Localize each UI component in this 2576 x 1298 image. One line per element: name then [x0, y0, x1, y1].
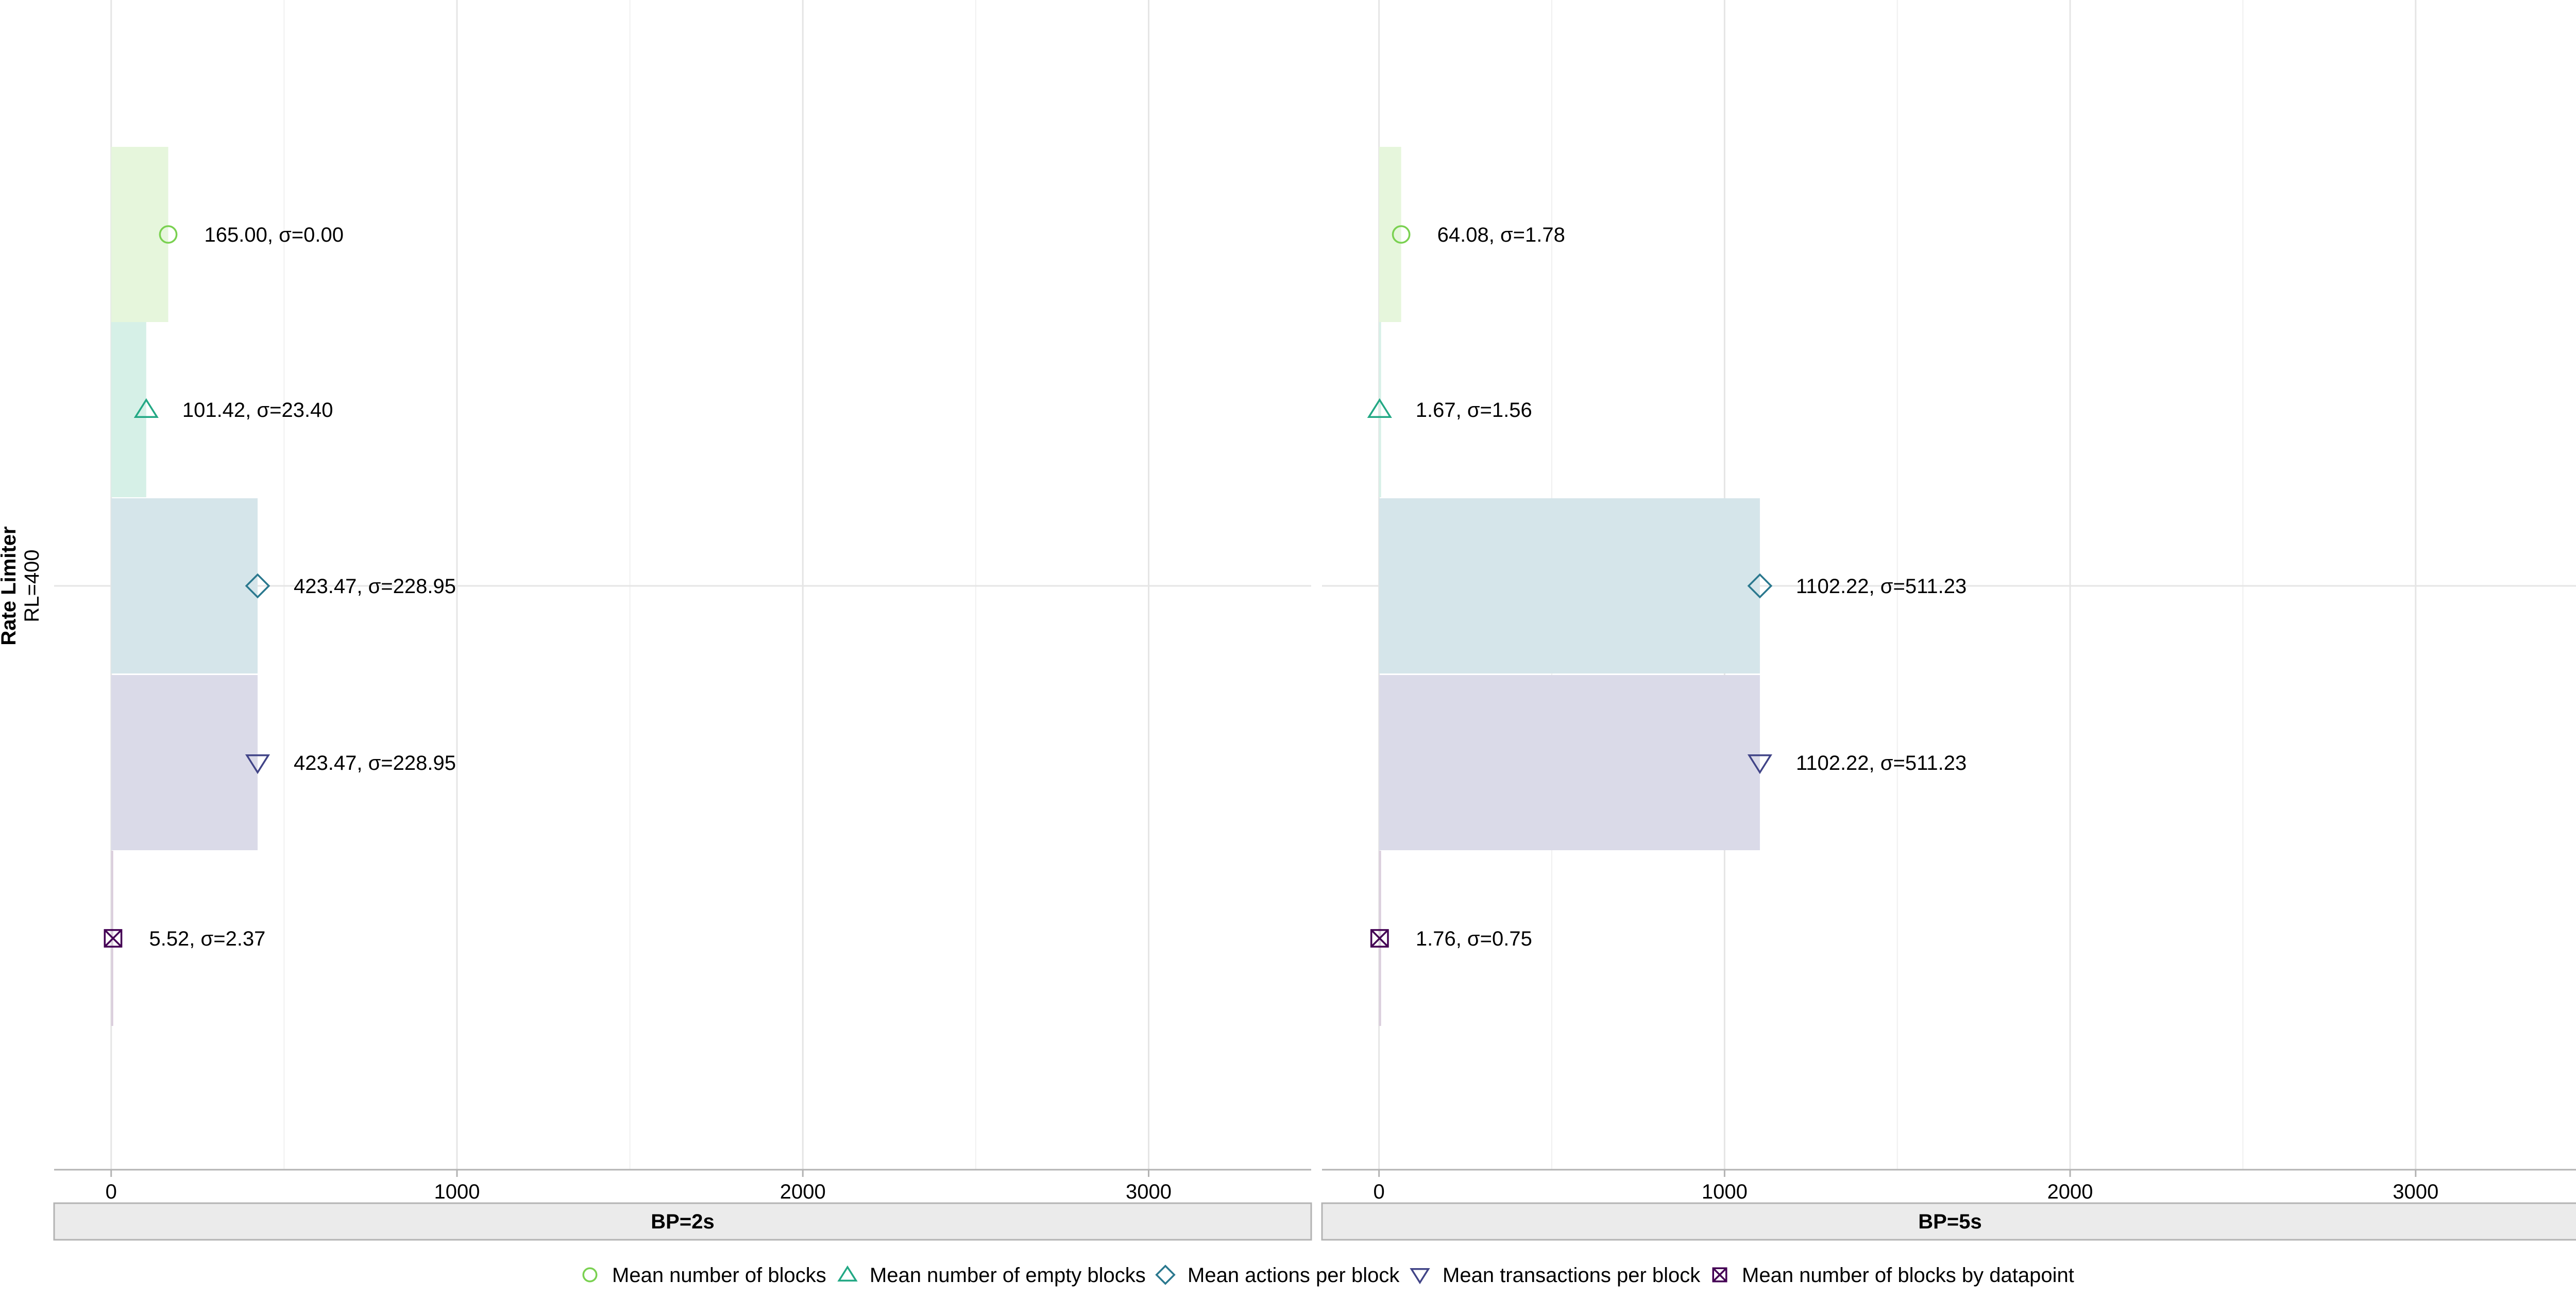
legend-label: Mean number of empty blocks — [870, 1264, 1146, 1287]
tick-label: 3000 — [1126, 1181, 1172, 1203]
data-label: 1102.22, σ=511.23 — [1796, 575, 1967, 598]
panel-1: 64.08, σ=1.78 1.67, σ=1.56 1102.22, σ=511.… — [1321, 0, 2576, 1241]
row-strip-title: Rate Limiter — [0, 526, 20, 645]
data-label: 1102.22, σ=511.23 — [1796, 752, 1967, 774]
tick-label: 1000 — [1702, 1181, 1748, 1203]
data-label: 165.00, σ=0.00 — [205, 224, 344, 246]
bar — [111, 147, 168, 322]
legend-label: Mean actions per block — [1188, 1264, 1400, 1287]
tick-label: 3000 — [2393, 1181, 2438, 1203]
legend-label: Mean number of blocks by datapoint — [1742, 1264, 2074, 1287]
facet-strip — [1321, 1202, 2576, 1241]
point-marker — [245, 573, 270, 599]
facet-strip-label: BP=2s — [651, 1210, 714, 1233]
tick-label: 0 — [106, 1181, 117, 1203]
point-marker — [104, 929, 123, 948]
panel-0: 165.00, σ=0.00 101.42, σ=23.40 423.47, σ=2… — [53, 0, 1312, 1241]
data-label: 423.47, σ=228.95 — [294, 575, 456, 598]
tick-label: 2000 — [2047, 1181, 2093, 1203]
panels-layer: 165.00, σ=0.00 101.42, σ=23.40 423.47, σ=2… — [53, 0, 2576, 1241]
bar — [1379, 675, 1760, 850]
point-marker — [1747, 754, 1772, 774]
point-marker — [1392, 225, 1411, 244]
bar — [1379, 147, 1401, 322]
data-label: 1.76, σ=0.75 — [1416, 928, 1532, 950]
bar — [111, 498, 258, 673]
legend-label: Mean number of blocks — [612, 1264, 826, 1287]
legend-item: Mean number of blocks — [582, 1264, 826, 1287]
tick-label: 2000 — [780, 1181, 826, 1203]
data-label: 423.47, σ=228.95 — [294, 752, 456, 774]
point-marker — [1367, 398, 1392, 418]
legend-marker — [1410, 1268, 1430, 1285]
row-strip-label: RL=400 — [21, 549, 43, 622]
point-marker — [133, 398, 159, 418]
bar — [111, 675, 258, 850]
data-label: 1.67, σ=1.56 — [1416, 399, 1532, 422]
legend-marker — [837, 1265, 858, 1282]
legend-item: Mean number of empty blocks — [837, 1264, 1146, 1287]
legend-marker — [582, 1267, 598, 1283]
data-label: 5.52, σ=2.37 — [149, 928, 265, 950]
point-marker — [159, 225, 178, 244]
facet-strip-label: BP=5s — [1918, 1210, 1981, 1233]
facet-strip — [53, 1202, 1312, 1241]
point-marker — [1370, 929, 1389, 948]
legend-item: Mean number of blocks by datapoint — [1712, 1264, 2074, 1287]
legend-marker — [1155, 1265, 1176, 1285]
tick-label: 1000 — [434, 1181, 480, 1203]
legend-marker — [1712, 1267, 1727, 1283]
bar — [1379, 322, 1381, 497]
point-marker — [1747, 573, 1773, 599]
legend-label: Mean transactions per block — [1443, 1264, 1701, 1287]
legend-item: Mean actions per block — [1155, 1264, 1400, 1287]
data-label: 101.42, σ=23.40 — [182, 399, 333, 422]
data-label: 64.08, σ=1.78 — [1437, 224, 1565, 246]
point-marker — [245, 754, 270, 774]
legend-item: Mean transactions per block — [1410, 1264, 1701, 1287]
tick-label: 0 — [1374, 1181, 1385, 1203]
legend: Mean number of blocks Mean number of empt… — [582, 1264, 2074, 1287]
bar — [1379, 498, 1760, 673]
